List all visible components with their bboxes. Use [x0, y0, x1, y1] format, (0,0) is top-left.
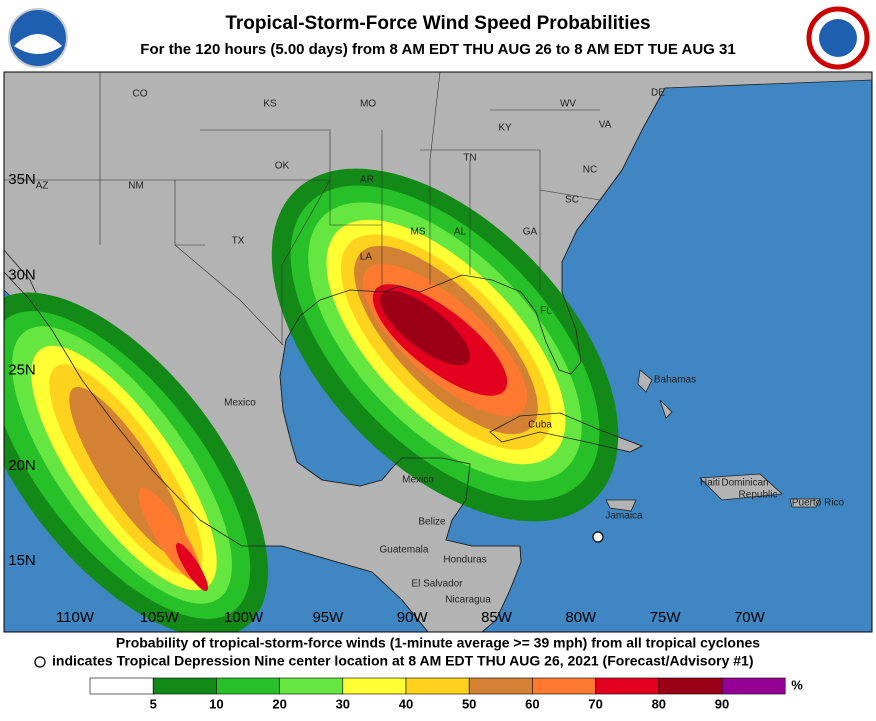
place-label: NM: [128, 181, 144, 192]
place-label: Republic: [739, 490, 778, 501]
place-label: NC: [583, 165, 597, 176]
place-label: VA: [599, 120, 612, 131]
legend-swatch: [658, 677, 723, 695]
noaa-logo-bird: [14, 34, 62, 54]
storm-center: [592, 531, 604, 543]
longitude-label: 75W: [650, 609, 682, 626]
legend-swatch: [405, 677, 470, 695]
legend-swatch: [89, 677, 154, 695]
legend: 5 10 20 30 40 50 60 70 80 90%: [89, 677, 803, 711]
legend-tick-label: 70: [588, 696, 602, 711]
place-label: Haiti: [700, 478, 720, 489]
pacific-plume: [4, 292, 268, 632]
legend-tick-label: 20: [272, 696, 286, 711]
longitude-label: 105W: [140, 609, 180, 626]
legend-swatch: [532, 677, 596, 695]
coastline: [4, 72, 872, 632]
map-labels: 35N 30N 25N 20N 15N 110W 105W 100W 95W 90W 85W 80W 7…: [8, 88, 844, 626]
puerto-rico: [789, 498, 821, 508]
place-label: AL: [454, 227, 467, 238]
place-label: Nicaragua: [445, 595, 491, 606]
latitude-label: 35N: [8, 171, 36, 188]
latitude-label: 15N: [8, 552, 36, 569]
place-label: FL: [540, 306, 552, 317]
place-label: Honduras: [443, 555, 486, 566]
longitude-label: 90W: [397, 609, 429, 626]
place-label: DE: [651, 88, 665, 99]
legend-swatch: [152, 677, 217, 695]
place-label: GA: [523, 227, 538, 238]
legend-swatch: [721, 677, 786, 695]
longitude-label: 100W: [224, 609, 264, 626]
place-label: Dominican: [721, 478, 768, 489]
legend-unit: %: [791, 677, 803, 692]
map: [4, 72, 872, 632]
longitude-label: 110W: [56, 609, 95, 626]
legend-swatch: [468, 677, 533, 695]
legend-swatch: [342, 677, 407, 695]
place-label: MO: [360, 99, 376, 110]
place-label: AZ: [36, 181, 49, 192]
place-label: CO: [133, 89, 148, 100]
gulf-plume: [271, 168, 619, 522]
longitude-label: 85W: [481, 609, 513, 626]
place-label: Bahamas: [654, 375, 696, 386]
place-label: KY: [498, 123, 512, 134]
legend-tick-label: 5: [150, 696, 157, 711]
longitude-label: 80W: [565, 609, 597, 626]
place-label: Puerto Rico: [792, 498, 845, 509]
longitude-label: 70W: [734, 609, 766, 626]
legend-tick-label: 80: [652, 696, 666, 711]
place-label: Cuba: [528, 420, 552, 431]
legend-tick-label: 60: [525, 696, 539, 711]
legend-tick-label: 40: [399, 696, 413, 711]
legend-tick-label: 90: [715, 696, 729, 711]
place-label: Guatemala: [380, 545, 429, 556]
place-label: MS: [411, 227, 426, 238]
nws-logo-inner: [819, 19, 857, 57]
place-label: Belize: [418, 517, 446, 528]
footer-line2: indicates Tropical Depression Nine cente…: [52, 653, 754, 669]
place-label: KS: [263, 99, 277, 110]
footer-line1: Probability of tropical-storm-force wind…: [116, 635, 760, 651]
longitude-label: 95W: [312, 609, 344, 626]
bahamas: [637, 369, 673, 419]
legend-swatch: [279, 677, 344, 695]
latitude-label: 25N: [8, 362, 36, 379]
borders: [4, 72, 601, 346]
map-frame: [3, 71, 873, 633]
latitude-label: 20N: [8, 457, 36, 474]
place-label: AR: [360, 175, 374, 186]
legend-tick-label: 10: [209, 696, 223, 711]
hispaniola: [699, 473, 783, 501]
legend-tick-label: 50: [462, 696, 476, 711]
jamaica: [605, 499, 637, 512]
place-label: OK: [275, 161, 290, 172]
place-label: El Salvador: [411, 579, 463, 590]
legend-swatch: [595, 677, 660, 695]
place-label: TX: [232, 236, 245, 247]
place-label: WV: [560, 99, 576, 110]
latitude-label: 30N: [8, 266, 36, 283]
footer-symbol: [34, 656, 46, 668]
legend-tick-label: 30: [336, 696, 350, 711]
place-label: SC: [565, 195, 579, 206]
legend-swatch: [216, 677, 280, 695]
place-label: Mexico: [224, 398, 256, 409]
subtitle: For the 120 hours (5.00 days) from 8 AM …: [140, 41, 735, 58]
place-label: Jamaica: [605, 511, 643, 522]
title: Tropical-Storm-Force Wind Speed Probabil…: [225, 13, 650, 34]
place-label: Mexico: [402, 475, 434, 486]
place-label: LA: [360, 252, 373, 263]
place-label: TN: [463, 153, 476, 164]
